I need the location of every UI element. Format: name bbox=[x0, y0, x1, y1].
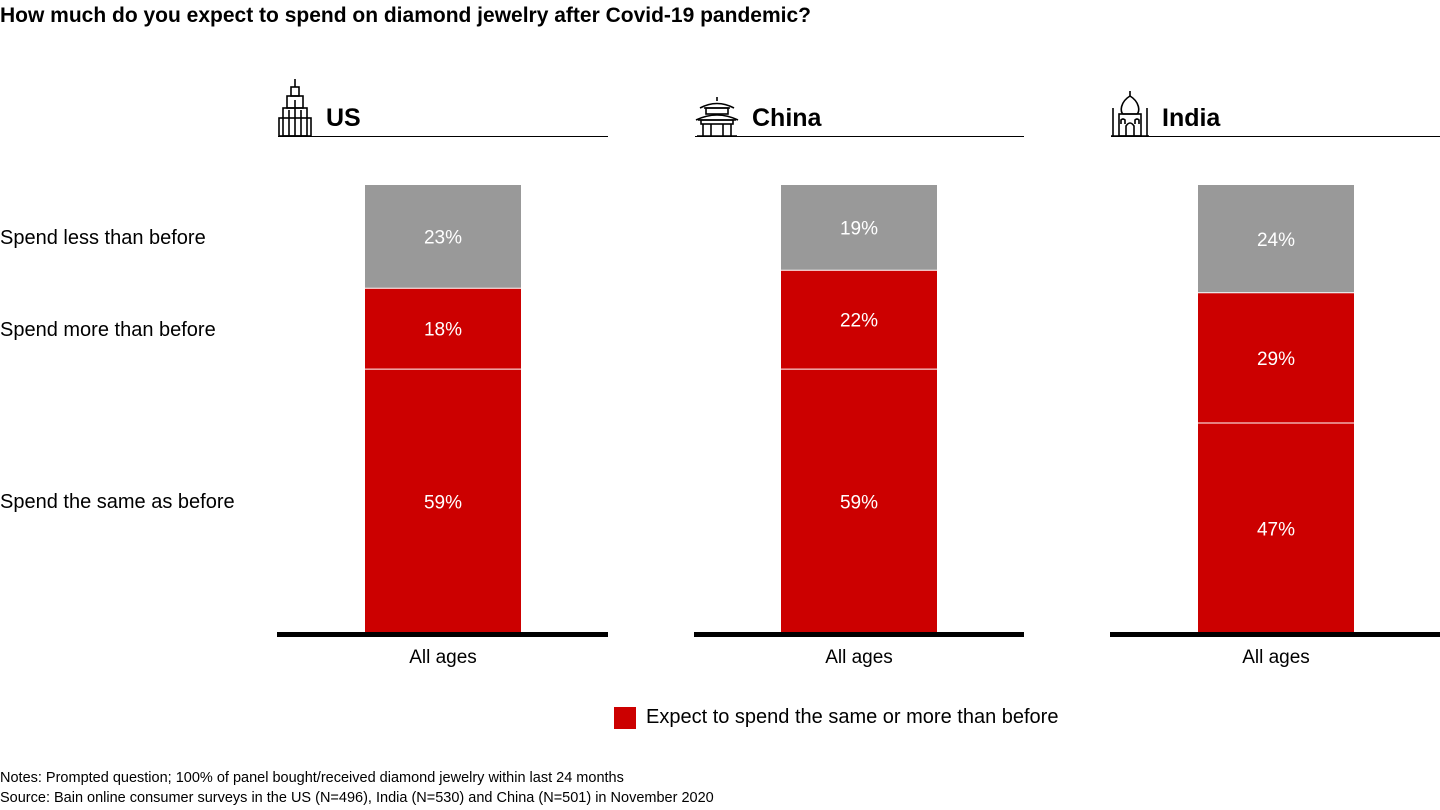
bar-segment-china-more bbox=[781, 270, 937, 370]
data-label-china-less: 19% bbox=[840, 219, 878, 240]
source-text: Source: Bain online consumer surveys in … bbox=[0, 790, 714, 806]
bar-segment-us-more bbox=[365, 288, 521, 370]
row-label-less: Spend less than before bbox=[0, 227, 206, 249]
legend: Expect to spend the same or more than be… bbox=[614, 706, 1058, 729]
legend-swatch bbox=[614, 706, 636, 729]
bar-segment-india-more bbox=[1198, 292, 1354, 423]
data-label-us-same: 59% bbox=[424, 493, 462, 514]
bar-segment-india-same bbox=[1198, 422, 1354, 634]
category-label-india: All ages bbox=[1242, 647, 1310, 668]
data-label-india-more: 29% bbox=[1257, 349, 1295, 370]
data-label-china-same: 59% bbox=[840, 493, 878, 514]
panel-title-india: India bbox=[1162, 104, 1221, 132]
data-label-india-same: 47% bbox=[1257, 519, 1295, 540]
bar-segment-china-same bbox=[781, 369, 937, 634]
notes-text: Notes: Prompted question; 100% of panel … bbox=[0, 770, 624, 786]
row-label-more: Spend more than before bbox=[0, 319, 216, 341]
baseline-china bbox=[694, 632, 1024, 637]
panel-title-china: China bbox=[752, 104, 822, 132]
data-label-us-less: 23% bbox=[424, 228, 462, 249]
bar-segment-china-less bbox=[781, 185, 937, 271]
data-label-india-less: 24% bbox=[1257, 230, 1295, 251]
bar-segment-us-less bbox=[365, 185, 521, 289]
baseline-india bbox=[1110, 632, 1440, 637]
chart-title: How much do you expect to spend on diamo… bbox=[0, 4, 811, 27]
panel-title-us: US bbox=[326, 104, 361, 132]
data-label-us-more: 18% bbox=[424, 320, 462, 341]
bar-segment-us-same bbox=[365, 369, 521, 634]
row-label-same: Spend the same as before bbox=[0, 491, 235, 513]
pagoda-temple-icon bbox=[695, 97, 739, 137]
category-label-us: All ages bbox=[409, 647, 477, 668]
baseline-us bbox=[277, 632, 608, 637]
legend-label: Expect to spend the same or more than be… bbox=[646, 706, 1059, 728]
data-label-china-more: 22% bbox=[840, 311, 878, 332]
bar-segment-india-less bbox=[1198, 185, 1354, 293]
category-label-china: All ages bbox=[825, 647, 893, 668]
